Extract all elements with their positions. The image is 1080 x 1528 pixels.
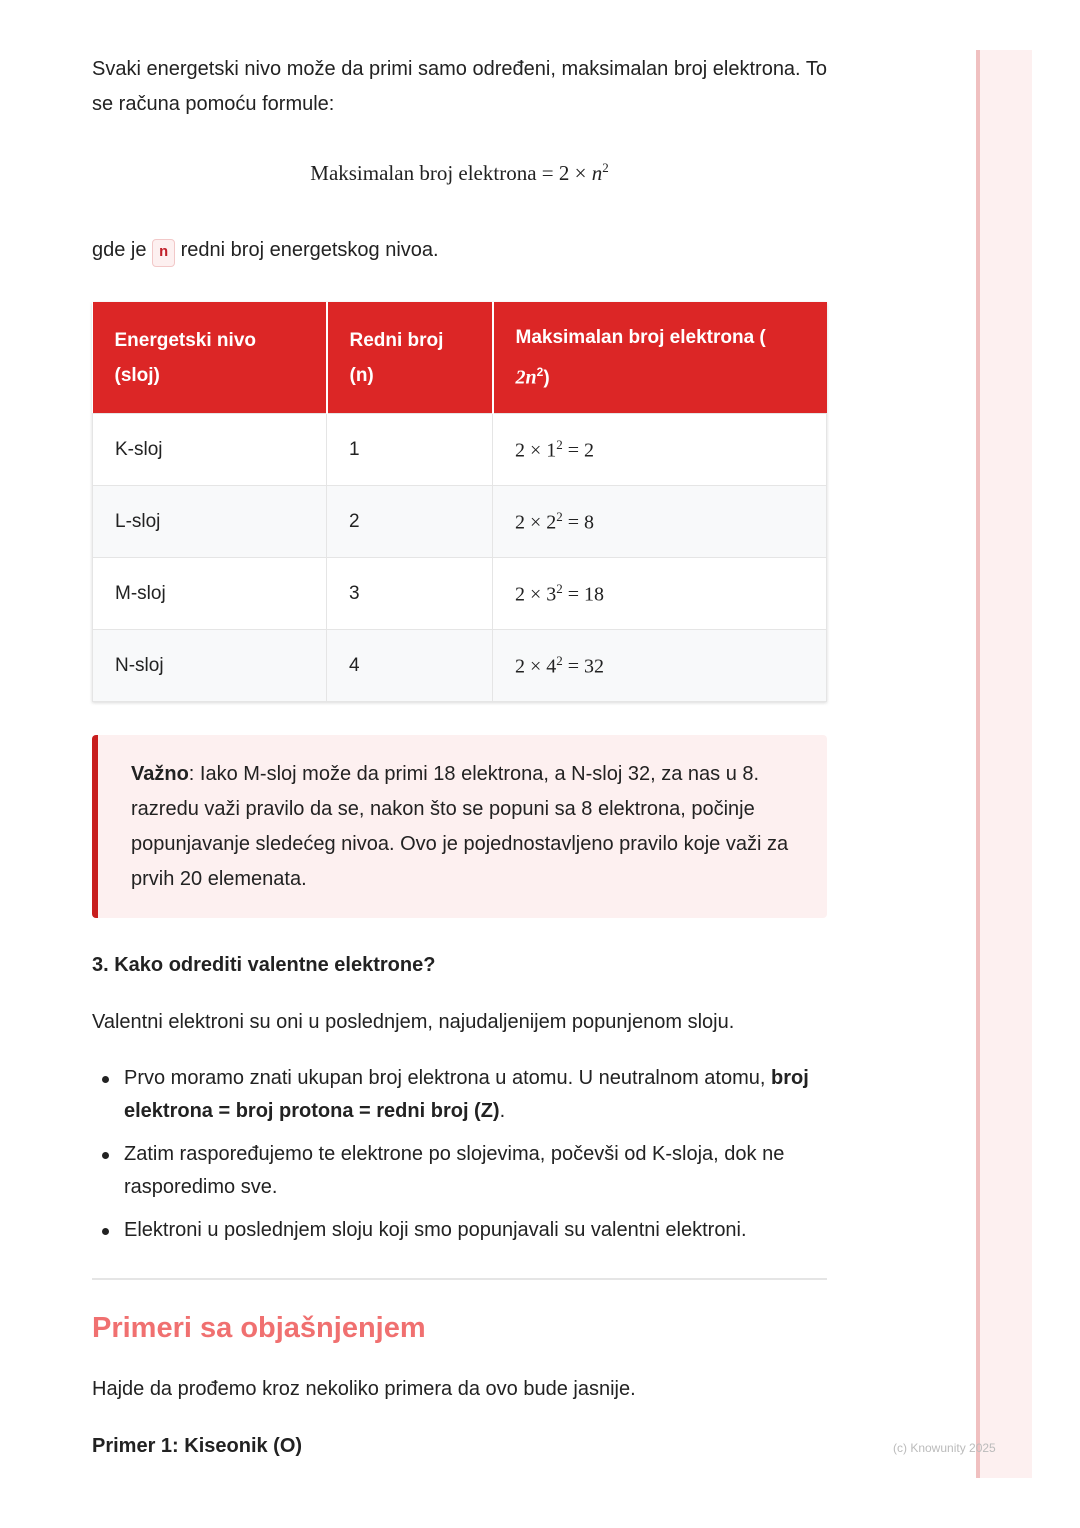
table-row: L-sloj 2 2 × 22 = 8 [92,485,827,559]
section-paragraph: Valentni elektroni su oni u poslednjem, … [92,1011,735,1033]
list-item: Prvo moramo znati ukupan broj elektrona … [92,1062,827,1128]
callout-bold: Važno [131,763,189,785]
formula-var: n [591,161,603,185]
table-row: M-sloj 3 2 × 32 = 18 [92,557,827,631]
bullet-after: . [499,1100,506,1122]
section-heading: 3. Kako odrediti valentne elektrone? [92,954,436,976]
divider [92,1278,827,1280]
bullet-bold: broj elektrona = broj protona = redni br… [124,1067,809,1122]
math-base: 2 × 1 [515,439,557,462]
cell-max: 2 × 32 = 18 [492,557,827,631]
where-post: redni broj energetskog nivoa. [175,239,439,261]
math-base: 2 × 2 [515,511,557,534]
cell-sloj: L-sloj [92,485,327,559]
inline-code: n [152,239,176,267]
math-result: = 18 [562,583,605,606]
bullet-text: Prvo moramo znati ukupan broj elektrona … [124,1067,771,1089]
formula: Maksimalan broj elektrona = 2 × n2 [92,160,827,186]
side-margin-bar [976,50,1032,1478]
where-paragraph: gde je n redni broj energetskog nivoa. [92,233,827,268]
electron-table: Energetski nivo (sloj) Redni broj (n) Ma… [92,302,827,703]
table-row: N-sloj 4 2 × 42 = 32 [92,629,827,703]
where-pre: gde je [92,239,153,261]
primer-heading: Primer 1: Kiseonik (O) [92,1435,303,1457]
cell-sloj: K-sloj [92,413,327,487]
cell-max: 2 × 42 = 32 [492,629,827,703]
cell-sloj: N-sloj [92,629,327,703]
math-result: = 2 [562,439,595,462]
header-math: 2n [515,366,537,389]
header-close: ) [543,367,550,389]
header-max-text: Maksimalan broj elektrona ( [515,327,766,348]
header-n: Redni broj (n) [326,302,494,414]
formula-text: Maksimalan broj elektrona = 2 × [310,161,592,185]
list-item: Elektroni u poslednjem sloju koji smo po… [92,1214,827,1247]
cell-n: 4 [326,629,493,703]
math-result: = 32 [562,655,605,678]
math-base: 2 × 3 [515,583,557,606]
callout-text: : Iako M-sloj može da primi 18 elektrona… [131,763,789,890]
math-exp: 2 [556,437,563,452]
header-exp: 2 [536,365,544,379]
math-exp: 2 [556,581,563,596]
examples-paragraph: Hajde da prođemo kroz nekoliko primera d… [92,1378,636,1400]
bullet-list: Prvo moramo znati ukupan broj elektrona … [92,1062,827,1257]
table-row: K-sloj 1 2 × 12 = 2 [92,413,827,487]
cell-sloj: M-sloj [92,557,327,631]
cell-n: 2 [326,485,493,559]
math-exp: 2 [556,509,563,524]
cell-n: 1 [326,413,493,487]
cell-max: 2 × 12 = 2 [492,413,827,487]
cell-max: 2 × 22 = 8 [492,485,827,559]
intro-paragraph: Svaki energetski nivo može da primi samo… [92,58,827,115]
cell-n: 3 [326,557,493,631]
math-result: = 8 [562,511,595,534]
important-callout: Važno: Iako M-sloj može da primi 18 elek… [92,735,827,918]
watermark: (c) Knowunity 2025 [893,1441,996,1455]
header-sloj: Energetski nivo (sloj) [92,302,328,414]
formula-exp: 2 [602,160,609,175]
list-item: Zatim raspoređujemo te elektrone po sloj… [92,1138,827,1204]
examples-heading: Primeri sa objašnjenjem [92,1312,426,1344]
math-base: 2 × 4 [515,655,557,678]
math-exp: 2 [556,653,563,668]
header-max: Maksimalan broj elektrona ( 2n2) [492,302,827,414]
